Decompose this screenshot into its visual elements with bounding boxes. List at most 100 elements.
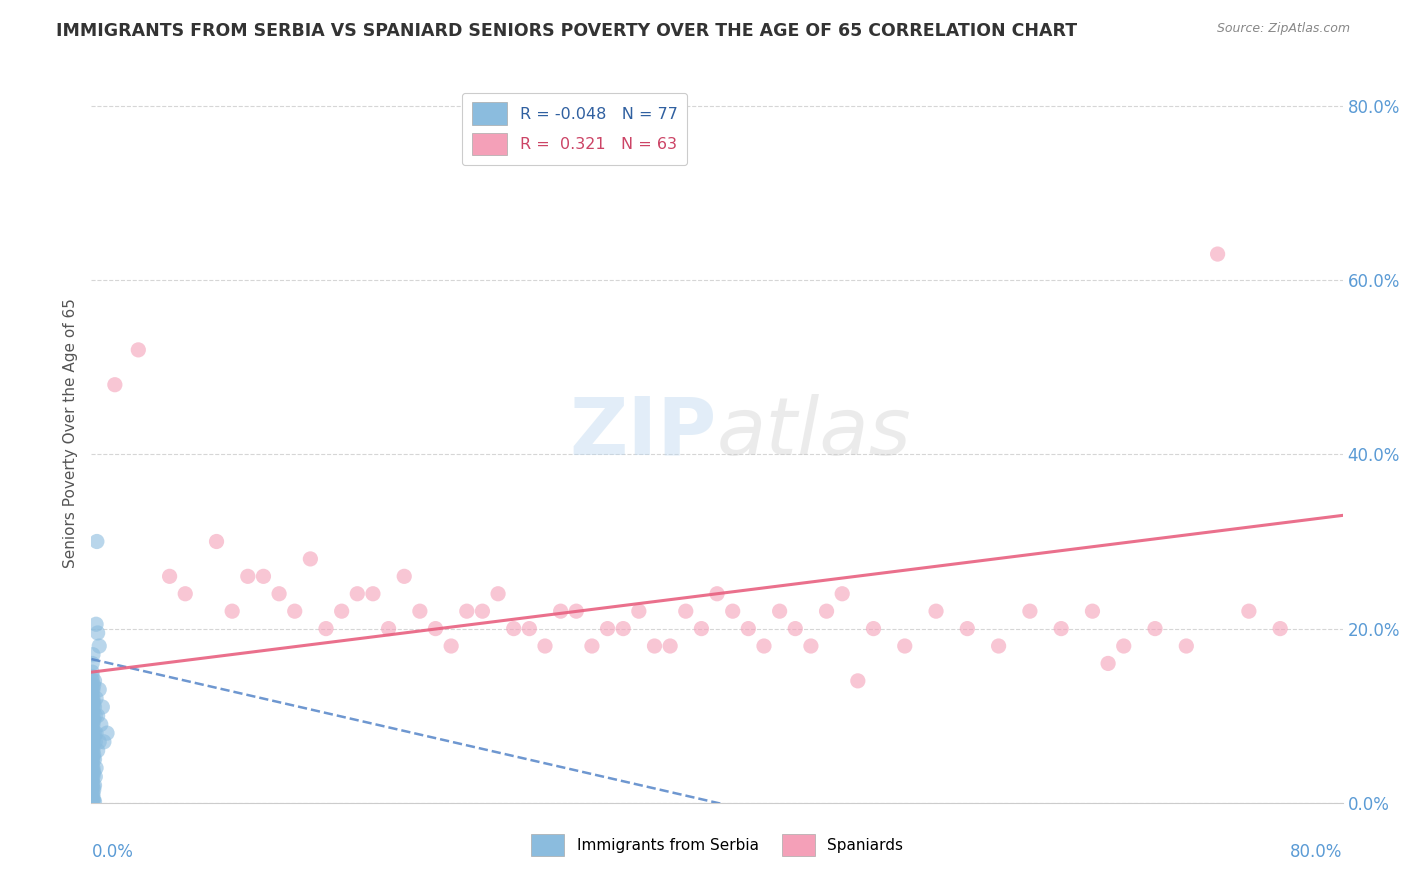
Point bbox=[627, 604, 650, 618]
Point bbox=[815, 604, 838, 618]
Point bbox=[502, 622, 524, 636]
Point bbox=[83, 678, 105, 692]
Point bbox=[330, 604, 353, 618]
Point bbox=[83, 696, 105, 710]
Point bbox=[82, 704, 104, 718]
Point bbox=[89, 682, 111, 697]
Point bbox=[82, 726, 104, 740]
Point bbox=[315, 622, 337, 636]
Point bbox=[1050, 622, 1073, 636]
Point bbox=[346, 587, 368, 601]
Point bbox=[82, 713, 104, 727]
Point bbox=[1268, 622, 1291, 636]
Point bbox=[284, 604, 307, 618]
Point bbox=[425, 622, 447, 636]
Point bbox=[456, 604, 478, 618]
Point bbox=[862, 622, 884, 636]
Point bbox=[82, 722, 104, 736]
Point bbox=[82, 691, 104, 706]
Point bbox=[104, 377, 127, 392]
Point bbox=[831, 587, 853, 601]
Point bbox=[83, 713, 105, 727]
Point bbox=[84, 726, 107, 740]
Point bbox=[675, 604, 697, 618]
Point bbox=[82, 708, 104, 723]
Point bbox=[1097, 657, 1119, 671]
Point bbox=[440, 639, 463, 653]
Point bbox=[89, 639, 111, 653]
Point bbox=[581, 639, 603, 653]
Point bbox=[84, 770, 107, 784]
Point bbox=[894, 639, 917, 653]
Point bbox=[89, 735, 111, 749]
Point bbox=[83, 782, 105, 797]
Point bbox=[82, 665, 104, 680]
Point bbox=[752, 639, 775, 653]
Point bbox=[82, 648, 104, 662]
Point bbox=[721, 604, 744, 618]
Point bbox=[82, 717, 104, 731]
Point bbox=[392, 569, 415, 583]
Text: IMMIGRANTS FROM SERBIA VS SPANIARD SENIORS POVERTY OVER THE AGE OF 65 CORRELATIO: IMMIGRANTS FROM SERBIA VS SPANIARD SENIO… bbox=[56, 22, 1077, 40]
Point bbox=[83, 778, 105, 792]
Point bbox=[83, 673, 105, 688]
Point bbox=[82, 778, 104, 792]
Point bbox=[768, 604, 790, 618]
Point bbox=[83, 747, 105, 762]
Point bbox=[267, 587, 290, 601]
Point bbox=[82, 782, 104, 797]
Point bbox=[83, 700, 105, 714]
Point bbox=[846, 673, 869, 688]
Point bbox=[82, 691, 104, 706]
Point bbox=[82, 774, 104, 789]
Point bbox=[82, 687, 104, 701]
Point bbox=[517, 622, 540, 636]
Point bbox=[82, 743, 104, 757]
Point bbox=[690, 622, 713, 636]
Text: 80.0%: 80.0% bbox=[1291, 843, 1343, 861]
Point bbox=[82, 752, 104, 766]
Point bbox=[82, 756, 104, 771]
Point bbox=[534, 639, 557, 653]
Point bbox=[471, 604, 494, 618]
Point bbox=[82, 682, 104, 697]
Point bbox=[82, 717, 104, 731]
Point bbox=[1237, 604, 1260, 618]
Point bbox=[174, 587, 197, 601]
Point bbox=[82, 743, 104, 757]
Point bbox=[82, 793, 104, 807]
Point bbox=[800, 639, 823, 653]
Point bbox=[83, 795, 105, 809]
Point bbox=[82, 747, 104, 762]
Point bbox=[486, 587, 509, 601]
Point bbox=[82, 761, 104, 775]
Point bbox=[82, 770, 104, 784]
Point bbox=[1206, 247, 1229, 261]
Point bbox=[785, 622, 807, 636]
Text: ZIP: ZIP bbox=[569, 393, 717, 472]
Point bbox=[82, 761, 104, 775]
Point bbox=[82, 770, 104, 784]
Point bbox=[82, 765, 104, 780]
Point bbox=[82, 726, 104, 740]
Point bbox=[86, 534, 108, 549]
Point bbox=[84, 735, 107, 749]
Point bbox=[83, 731, 105, 745]
Point bbox=[82, 682, 104, 697]
Text: 0.0%: 0.0% bbox=[91, 843, 134, 861]
Point bbox=[83, 726, 105, 740]
Point bbox=[82, 787, 104, 801]
Point bbox=[299, 552, 322, 566]
Point bbox=[93, 735, 115, 749]
Point bbox=[82, 731, 104, 745]
Point bbox=[82, 657, 104, 671]
Point bbox=[1112, 639, 1135, 653]
Point bbox=[737, 622, 759, 636]
Point bbox=[82, 700, 104, 714]
Point bbox=[1018, 604, 1040, 618]
Point bbox=[86, 626, 108, 640]
Point bbox=[82, 708, 104, 723]
Point bbox=[706, 587, 728, 601]
Point bbox=[82, 700, 104, 714]
Point bbox=[1143, 622, 1166, 636]
